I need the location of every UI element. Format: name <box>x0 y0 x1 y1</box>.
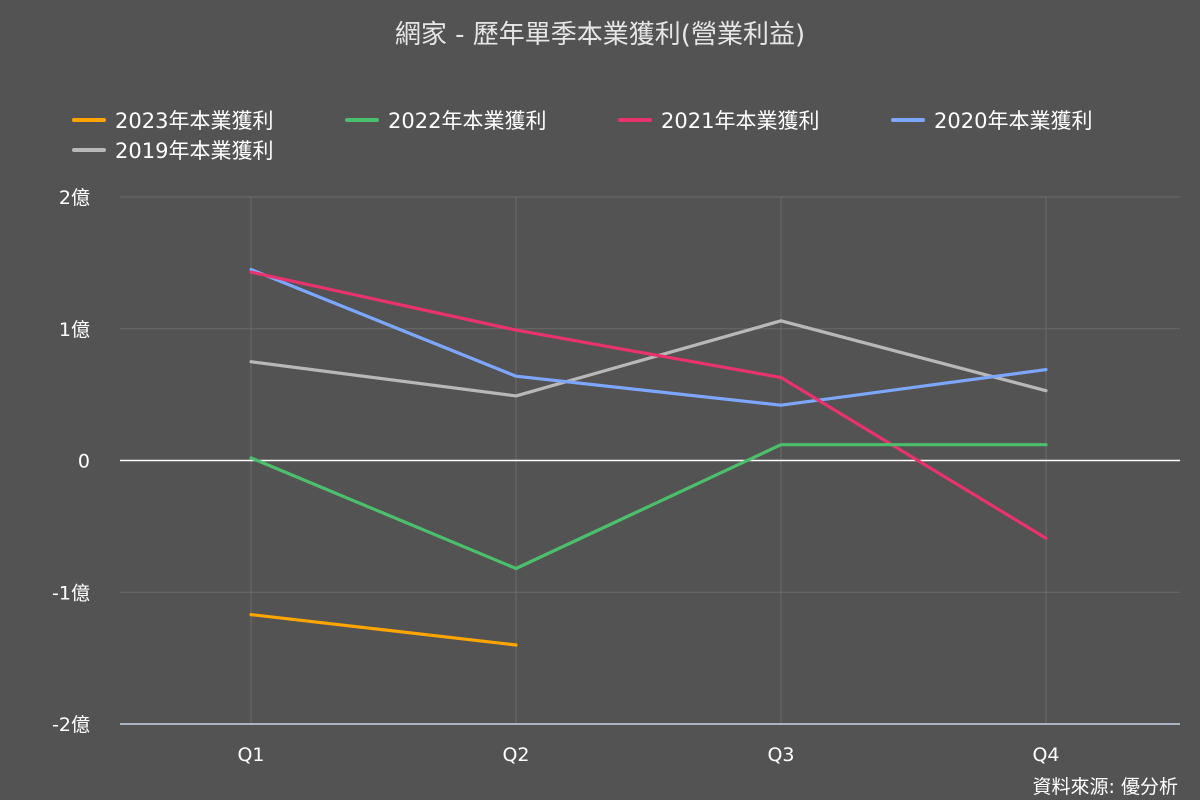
y-tick-label: -1億 <box>52 582 90 604</box>
legend-label: 2021年本業獲利 <box>661 109 819 133</box>
legend-label: 2019年本業獲利 <box>115 139 273 163</box>
legend-item[interactable]: 2023年本業獲利 <box>72 109 273 133</box>
source-note: 資料來源: 優分析 <box>1033 776 1178 798</box>
legend-item[interactable]: 2020年本業獲利 <box>891 109 1092 133</box>
series-line-2019年本業獲利 <box>249 319 1048 398</box>
legend-label: 2020年本業獲利 <box>934 109 1092 133</box>
chart-title: 網家 - 歷年單季本業獲利(營業利益) <box>395 20 805 50</box>
y-tick-label: -2億 <box>52 714 90 736</box>
legend-label: 2022年本業獲利 <box>388 109 546 133</box>
legend-item[interactable]: 2021年本業獲利 <box>618 109 819 133</box>
series-line-2022年本業獲利 <box>249 443 1048 571</box>
series-line-2023年本業獲利 <box>249 612 518 647</box>
y-tick-label: 1億 <box>59 319 90 341</box>
series-line-2021年本業獲利 <box>249 270 1048 540</box>
series-line-2020年本業獲利 <box>249 267 1048 407</box>
legend: 2023年本業獲利 2022年本業獲利 2021年本業獲利 2020年本業獲利 2019… <box>72 109 1092 163</box>
series-lines <box>249 267 1048 647</box>
x-tick-label-Q3: Q3 <box>767 744 794 766</box>
x-tick-label-Q2: Q2 <box>502 744 529 766</box>
y-tick-label: 0 <box>78 451 90 473</box>
x-tick-label-Q4: Q4 <box>1032 744 1059 766</box>
legend-item[interactable]: 2022年本業獲利 <box>345 109 546 133</box>
legend-label: 2023年本業獲利 <box>115 109 273 133</box>
axes: 2億 1億 0 -1億 -2億 Q1 Q2 Q3 Q4 <box>52 187 1059 766</box>
grid <box>120 196 1180 725</box>
legend-item[interactable]: 2019年本業獲利 <box>72 139 273 163</box>
y-tick-label: 2億 <box>59 187 90 209</box>
x-tick-label-Q1: Q1 <box>237 744 264 766</box>
